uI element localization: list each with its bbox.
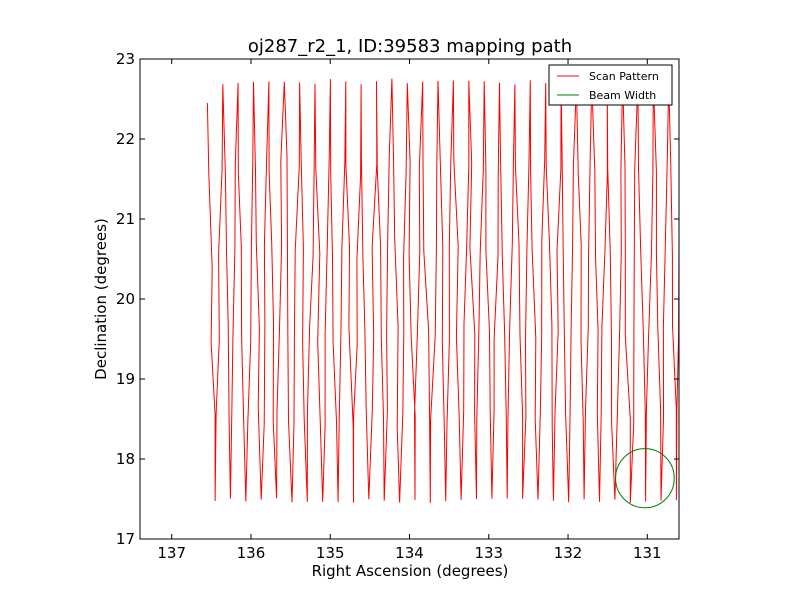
x-tick-label: 137: [157, 544, 186, 562]
x-tick-label: 136: [237, 544, 266, 562]
y-tick-label: 19: [116, 370, 135, 388]
y-tick-label: 21: [116, 210, 135, 228]
x-tick-label: 132: [554, 544, 583, 562]
x-tick-label: 134: [395, 544, 424, 562]
plot-area: [139, 58, 680, 540]
y-axis-label: Declination (degrees): [92, 218, 110, 380]
x-axis-label: Right Ascension (degrees): [312, 562, 509, 580]
y-tick-label: 18: [116, 450, 135, 468]
data-layer: [206, 78, 679, 509]
x-tick-label: 131: [633, 544, 662, 562]
beam-width-circle: [615, 448, 675, 509]
legend-label-beam-width: Beam Width: [589, 89, 656, 102]
x-tick-label: 135: [316, 544, 345, 562]
legend: Scan Pattern Beam Width: [548, 64, 673, 106]
scan-pattern-line: [206, 78, 679, 503]
y-tick-label: 20: [116, 290, 135, 308]
y-tick-label: 23: [116, 50, 135, 68]
x-axis: 137 136 135 134 133 132 131: [157, 59, 662, 562]
legend-label-scan-pattern: Scan Pattern: [589, 70, 659, 83]
y-tick-label: 22: [116, 130, 135, 148]
y-tick-label: 17: [116, 530, 135, 548]
x-tick-label: 133: [474, 544, 503, 562]
legend-box: [548, 64, 673, 106]
chart-title: oj287_r2_1, ID:39583 mapping path: [248, 36, 572, 57]
y-axis: 17 18 19 20 21 22 23: [116, 50, 679, 548]
